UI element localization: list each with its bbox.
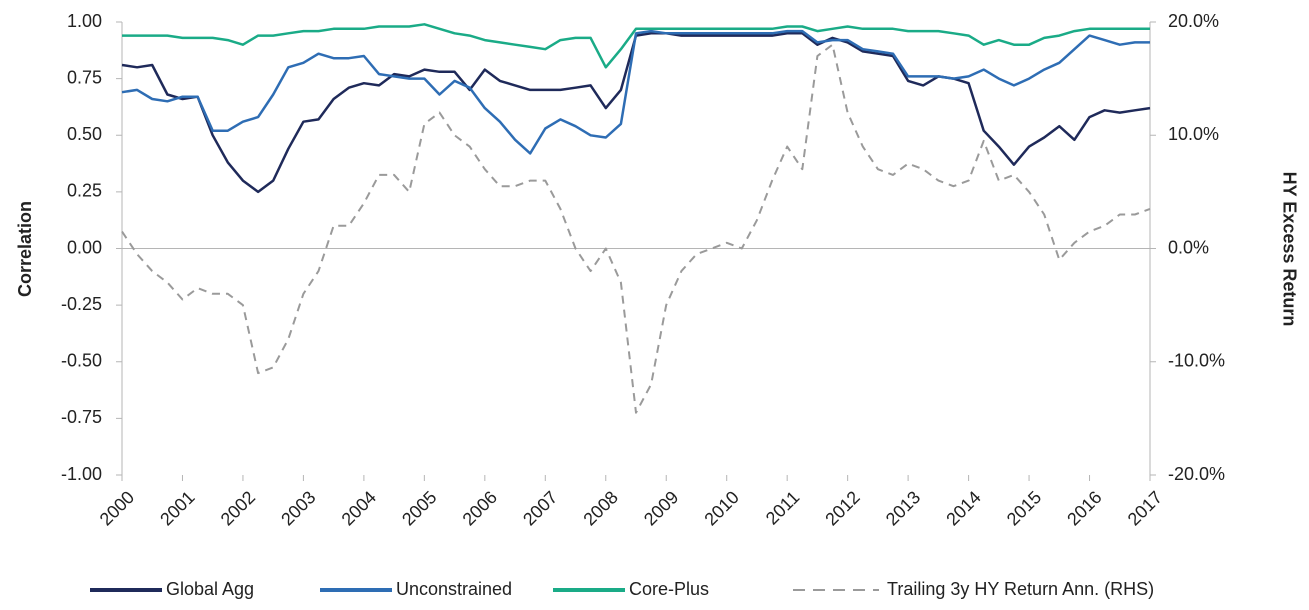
x-tick-label: 2007: [519, 487, 561, 529]
x-tick-label: 2011: [762, 487, 804, 529]
x-tick-label: 2005: [398, 487, 440, 529]
y2-axis-title: HY Excess Return: [1279, 172, 1299, 327]
x-tick-label: 2014: [942, 487, 984, 529]
x-tick-label: 2008: [579, 487, 621, 529]
y-axis-title: Correlation: [15, 201, 35, 297]
x-tick-label: 2004: [338, 487, 380, 529]
y-tick-label: 0.00: [67, 237, 102, 257]
y-tick-label: -1.00: [61, 464, 102, 484]
y2-tick-label: -20.0%: [1168, 464, 1225, 484]
x-tick-label: 2017: [1124, 487, 1166, 529]
y-tick-label: 0.25: [67, 181, 102, 201]
x-tick-label: 2002: [217, 487, 259, 529]
x-tick-label: 2010: [700, 487, 742, 529]
x-tick-label: 2009: [640, 487, 682, 529]
legend-label: Unconstrained: [396, 579, 512, 599]
legend-label: Global Agg: [166, 579, 254, 599]
series-line: [122, 23, 1150, 69]
y-tick-label: -0.75: [61, 407, 102, 427]
x-tick-label: 2012: [821, 487, 863, 529]
legend-label: Core-Plus: [629, 579, 709, 599]
x-tick-label: 2013: [882, 487, 924, 529]
y-tick-label: 1.00: [67, 11, 102, 31]
y2-tick-label: 0.0%: [1168, 237, 1209, 257]
y-tick-label: 0.50: [67, 124, 102, 144]
y2-tick-label: 20.0%: [1168, 11, 1219, 31]
x-tick-label: 2000: [96, 487, 138, 529]
x-tick-label: 2006: [459, 487, 501, 529]
x-tick-label: 2001: [156, 487, 198, 529]
y-tick-label: 0.75: [67, 67, 102, 87]
x-tick-label: 2015: [1003, 487, 1045, 529]
series-line: [121, 32, 1151, 194]
y2-tick-label: 10.0%: [1168, 124, 1219, 144]
y-tick-label: -0.25: [61, 294, 102, 314]
x-tick-label: 2016: [1063, 487, 1105, 529]
legend-label: Trailing 3y HY Return Ann. (RHS): [887, 579, 1154, 599]
y2-tick-label: -10.0%: [1168, 351, 1225, 371]
y-tick-label: -0.50: [61, 351, 102, 371]
series-line: [121, 43, 1151, 414]
x-tick-label: 2003: [277, 487, 319, 529]
series-line: [121, 29, 1150, 155]
